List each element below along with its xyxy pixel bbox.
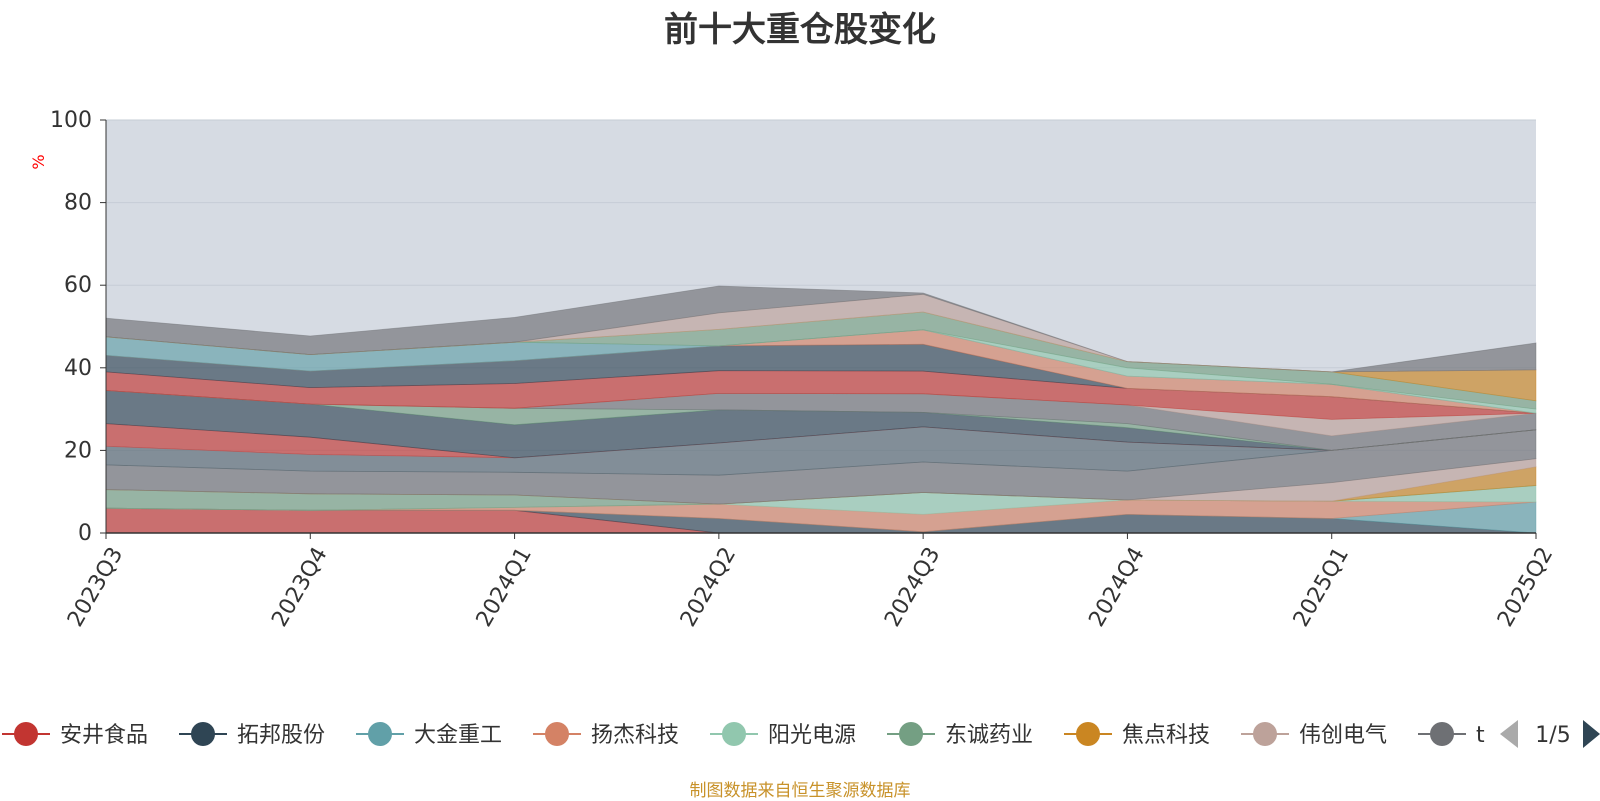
legend-item[interactable]: 东诚药业 [887, 722, 1033, 748]
x-tick-label: 2024Q2 [676, 543, 741, 631]
legend-marker [722, 722, 746, 746]
legend-item[interactable]: 大金重工 [356, 722, 502, 748]
legend-marker [1076, 722, 1100, 746]
legend-marker [14, 722, 38, 746]
y-tick-label: 20 [64, 438, 92, 463]
y-tick-label: 60 [64, 273, 92, 298]
legend-label: 安井食品 [60, 723, 148, 748]
legend-marker [1430, 722, 1454, 746]
x-tick-label: 2024Q1 [472, 543, 537, 631]
x-tick-label: 2023Q3 [63, 543, 128, 631]
y-axis-label: % [29, 154, 48, 169]
series-area-25 [105, 285, 1537, 373]
x-tick-label: 2025Q1 [1289, 543, 1354, 631]
legend-item[interactable]: 阳光电源 [710, 722, 856, 748]
chart-title: 前十大重仓股变化 [664, 10, 936, 50]
legend-marker [899, 722, 923, 746]
y-tick-label: 0 [78, 521, 92, 546]
x-tick-label: 2025Q2 [1493, 543, 1558, 631]
legend-item[interactable]: 安井食品 [2, 722, 148, 748]
y-tick-label: 80 [64, 191, 92, 216]
legend-marker [191, 722, 215, 746]
legend-item[interactable]: 拓邦股份 [179, 722, 325, 748]
y-tick-label: 40 [64, 356, 92, 381]
legend-item[interactable]: 伟创电气 [1241, 722, 1387, 748]
legend-label: 东诚药业 [945, 723, 1033, 748]
legend-item[interactable]: t [1418, 722, 1485, 748]
stacked-areas [105, 285, 1537, 534]
source-note: 制图数据来自恒生聚源数据库 [689, 781, 911, 801]
legend-label: t [1476, 723, 1485, 748]
legend-label: 扬杰科技 [591, 723, 679, 748]
legend-marker [1253, 722, 1277, 746]
x-tick-label: 2024Q3 [880, 543, 945, 631]
x-tick-label: 2023Q4 [267, 543, 332, 631]
legend-label: 大金重工 [414, 723, 502, 748]
legend-label: 拓邦股份 [237, 723, 325, 748]
legend-label: 焦点科技 [1122, 723, 1210, 748]
legend-item[interactable]: 扬杰科技 [533, 722, 679, 748]
legend-prev-icon[interactable] [1500, 720, 1518, 748]
legend-marker [545, 722, 569, 746]
legend-next-icon[interactable] [1583, 720, 1600, 748]
legend[interactable]: 安井食品 拓邦股份 大金重工 扬杰科技 阳光电源 东诚药业 焦点科技 伟创电气 t 1/5 [2, 720, 1600, 748]
legend-item[interactable]: 焦点科技 [1064, 722, 1210, 748]
legend-page-indicator: 1/5 [1535, 723, 1570, 748]
legend-marker [368, 722, 392, 746]
legend-label: 阳光电源 [768, 723, 856, 748]
y-tick-label: 100 [50, 108, 92, 133]
x-tick-label: 2024Q4 [1084, 543, 1149, 631]
legend-label: 伟创电气 [1299, 723, 1387, 748]
